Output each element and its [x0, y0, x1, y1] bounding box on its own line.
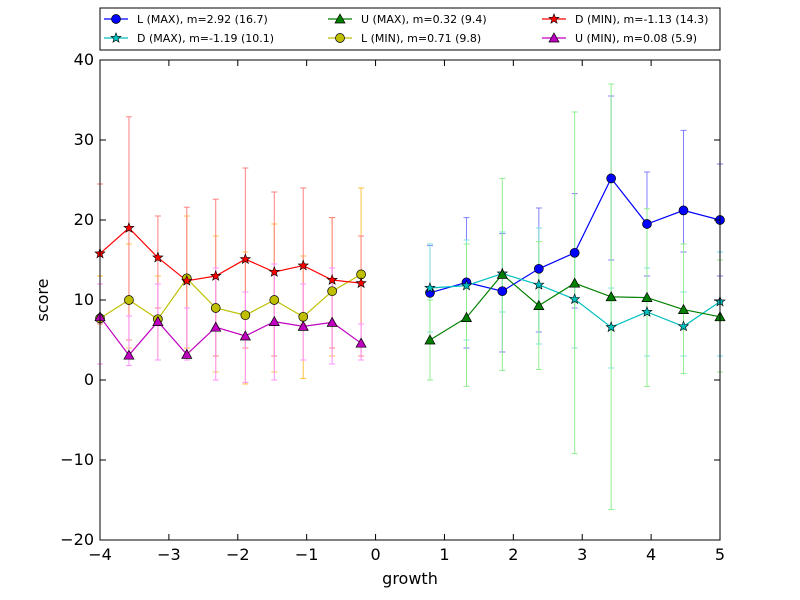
- data-point-s4-2: [152, 251, 164, 263]
- data-point-s2-2: [496, 268, 508, 279]
- legend-swatch-marker-4: [548, 12, 560, 24]
- legend-label-4: D (MIN), m=-1.13 (14.3): [575, 13, 708, 26]
- data-point-s3-1: [124, 295, 134, 305]
- data-point-s4-3: [181, 274, 193, 286]
- y-tick-label-1: −10: [60, 450, 94, 469]
- markers-layer: [94, 173, 726, 360]
- legend-swatch-marker-3: [335, 33, 345, 43]
- data-point-s1-1: [460, 279, 473, 291]
- y-tick-label-4: 20: [74, 210, 94, 229]
- legend-swatch-marker-0: [111, 14, 121, 24]
- data-point-s5-2: [152, 315, 164, 326]
- data-point-s2-3: [533, 299, 545, 310]
- data-point-s5-8: [326, 316, 338, 327]
- data-point-s4-6: [268, 265, 281, 277]
- data-point-s5-3: [181, 348, 193, 359]
- data-point-s3-7: [298, 311, 309, 322]
- data-point-s3-6: [269, 295, 280, 305]
- data-point-s2-1: [460, 311, 473, 322]
- data-point-s3-8: [327, 286, 338, 297]
- data-point-s3-5: [240, 310, 251, 321]
- data-point-s4-1: [123, 221, 135, 233]
- data-point-s2-4: [569, 277, 581, 288]
- series-line-4: [99, 227, 362, 284]
- y-tick-label-6: 40: [74, 50, 94, 69]
- legend-label-1: D (MAX), m=-1.19 (10.1): [137, 32, 274, 45]
- legend-swatch-marker-5: [548, 32, 560, 43]
- data-point-s3-4: [210, 303, 221, 313]
- error-bar-s0-7: [680, 129, 687, 253]
- data-point-s0-5: [606, 173, 617, 184]
- x-tick-label-8: 4: [646, 545, 656, 564]
- error-bar-s5-8: [329, 267, 336, 365]
- data-point-s5-5: [239, 330, 251, 341]
- y-tick-label-0: −20: [60, 530, 94, 549]
- x-tick-label-3: −1: [295, 545, 319, 564]
- x-axis-label: growth: [382, 569, 438, 588]
- data-point-s0-4: [569, 247, 580, 258]
- plot-frame: [99, 59, 721, 541]
- data-point-s5-6: [268, 315, 280, 326]
- data-point-s0-7: [678, 205, 689, 216]
- data-point-s0-3: [533, 263, 544, 274]
- y-axis-label: score: [33, 279, 52, 322]
- data-point-s0-6: [642, 219, 652, 229]
- data-point-s1-4: [568, 293, 581, 305]
- x-tick-label-2: −2: [226, 545, 250, 564]
- legend-swatch-marker-1: [110, 31, 122, 43]
- x-tick-label-0: −4: [88, 545, 112, 564]
- data-point-s2-0: [424, 334, 436, 345]
- legend: L (MAX), m=2.92 (16.7) U (MAX), m=0.32 (9…: [99, 7, 721, 51]
- data-point-s4-5: [239, 253, 252, 265]
- data-point-s5-1: [123, 349, 135, 360]
- legend-label-2: U (MAX), m=0.32 (9.4): [361, 13, 487, 26]
- data-point-s4-7: [297, 259, 309, 271]
- y-tick-label-3: 10: [74, 290, 94, 309]
- x-tick-label-5: 1: [439, 545, 449, 564]
- data-point-s1-7: [677, 320, 690, 332]
- data-point-s2-7: [677, 303, 690, 314]
- data-point-s1-0: [424, 281, 436, 293]
- data-point-s0-2: [497, 286, 508, 297]
- data-point-s5-4: [210, 321, 222, 332]
- legend-item-5: U (MIN), m=0.08 (5.9): [542, 32, 697, 45]
- data-point-s4-9: [355, 277, 367, 289]
- x-tick-label-1: −3: [157, 545, 181, 564]
- series-line-5: [99, 316, 362, 357]
- y-tick-label-2: 0: [84, 370, 94, 389]
- series-lines-layer: [99, 177, 721, 357]
- legend-box: [99, 7, 721, 51]
- legend-item-4: D (MIN), m=-1.13 (14.3): [542, 12, 708, 26]
- data-point-s1-3: [533, 278, 545, 290]
- legend-swatch-marker-2: [334, 13, 346, 24]
- data-point-s5-7: [297, 320, 309, 331]
- data-point-s2-6: [641, 291, 653, 302]
- legend-label-5: U (MIN), m=0.08 (5.9): [575, 32, 697, 45]
- legend-item-1: D (MAX), m=-1.19 (10.1): [104, 31, 274, 45]
- legend-label-0: L (MAX), m=2.92 (16.7): [137, 13, 268, 26]
- data-point-s4-4: [209, 269, 222, 281]
- legend-item-3: L (MIN), m=0.71 (9.8): [328, 32, 481, 45]
- legend-item-2: U (MAX), m=0.32 (9.4): [328, 13, 487, 26]
- series-line-3: [99, 273, 362, 321]
- x-tick-label-7: 3: [577, 545, 587, 564]
- data-point-s4-8: [326, 273, 338, 285]
- data-point-s5-9: [355, 337, 367, 348]
- legend-item-0: L (MAX), m=2.92 (16.7): [104, 13, 268, 26]
- data-point-s1-6: [641, 305, 653, 317]
- legend-label-3: L (MIN), m=0.71 (9.8): [361, 32, 481, 45]
- data-point-s1-5: [605, 321, 617, 333]
- y-tick-label-5: 30: [74, 130, 94, 149]
- x-tick-label-9: 5: [715, 545, 725, 564]
- x-tick-label-4: 0: [370, 545, 380, 564]
- data-point-s2-5: [605, 291, 617, 302]
- x-tick-label-6: 2: [508, 545, 518, 564]
